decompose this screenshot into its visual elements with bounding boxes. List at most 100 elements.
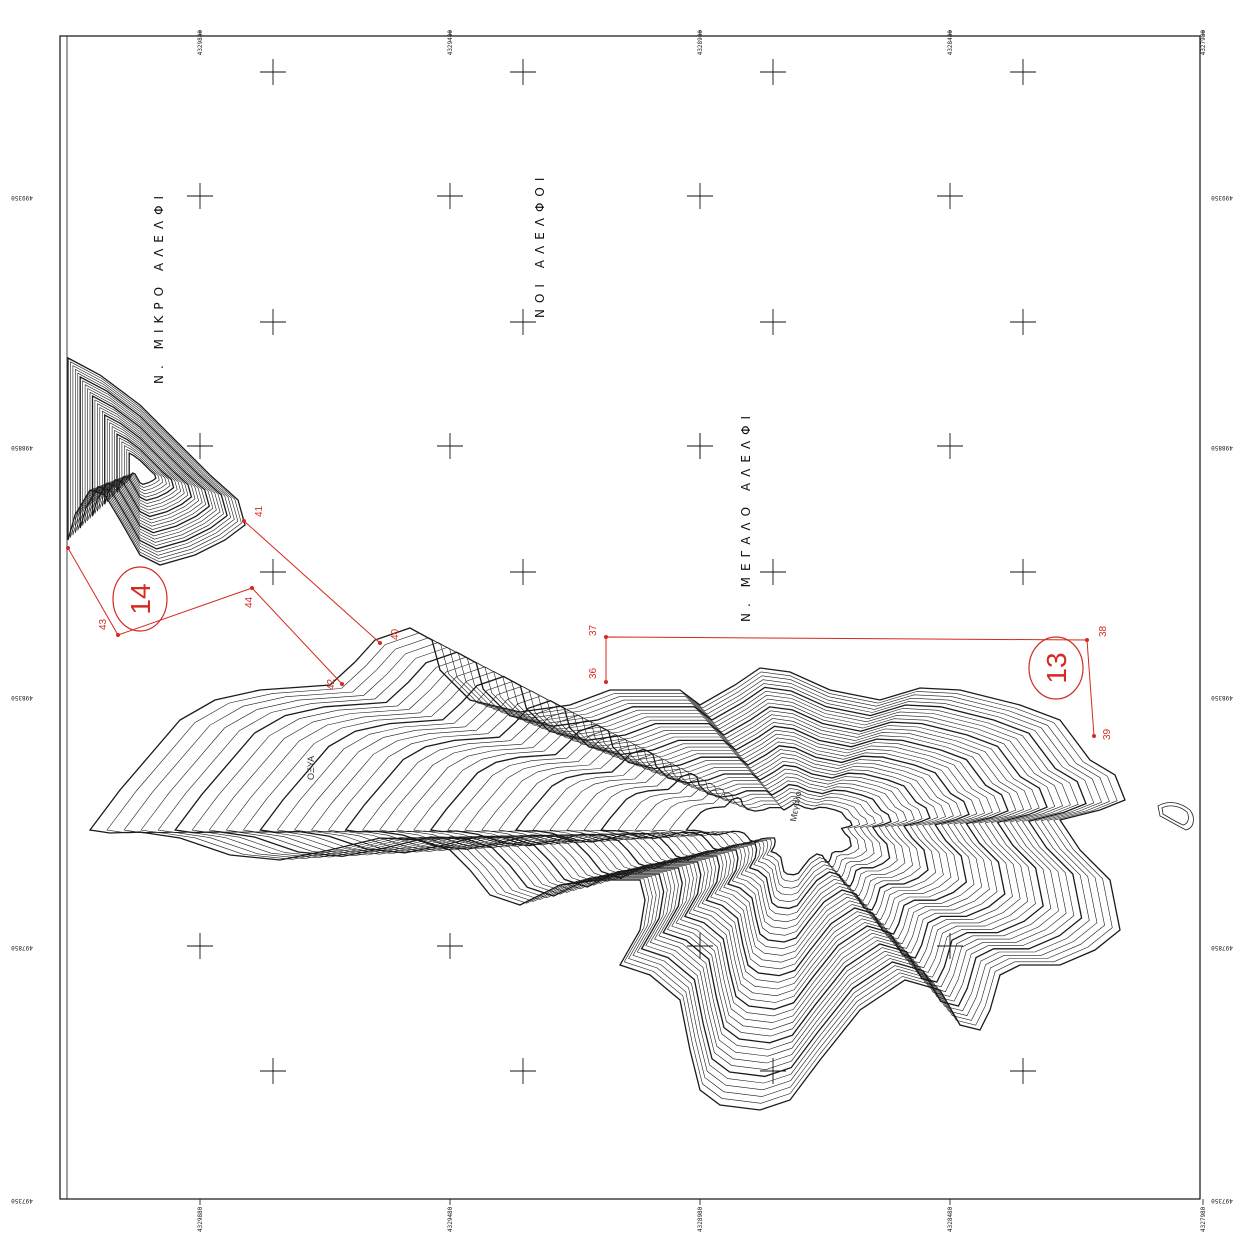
contour-line (106, 418, 189, 514)
contour-line (82, 380, 224, 546)
boundary-14-inner (243, 520, 381, 644)
contour-line (140, 642, 1102, 1091)
bottom-tick-label: 4327980 (1200, 1206, 1207, 1232)
contour-line (123, 637, 1110, 1097)
small-island-name: Ν. ΜΙΚΡΟ ΑΛΕΛΦΙ (152, 190, 166, 384)
bottom-tick-label: 4329480 (447, 1206, 454, 1232)
grid-cross (760, 59, 786, 85)
contour-line (106, 632, 1118, 1104)
grid-cross (187, 933, 213, 959)
map-frame-outer (59, 35, 1201, 1200)
point-39: 39 (1102, 728, 1113, 740)
point-37: 37 (588, 624, 599, 636)
bottom-tick-label: 4329880 (197, 1206, 204, 1232)
grid-cross (510, 1058, 536, 1084)
contour-line (498, 744, 939, 950)
contour-line (310, 690, 1024, 1023)
grid-cross (510, 559, 536, 585)
right-tick-label: 499350 (1211, 194, 1233, 201)
grid-cross (1010, 559, 1036, 585)
right-tick-label: 498850 (1211, 444, 1233, 451)
contour-line (128, 452, 157, 485)
contour-line (600, 772, 892, 910)
contour-line (362, 705, 1001, 1003)
contour-line (481, 739, 946, 956)
contour-line (514, 748, 931, 943)
zone-14-badge: 14 (112, 566, 168, 632)
grid-cross (260, 59, 286, 85)
zone-13-badge: 13 (1028, 636, 1084, 700)
left-tick-label: 498350 (11, 694, 33, 701)
contour-line (79, 375, 228, 550)
grid-cross (187, 183, 213, 209)
contour-line (464, 734, 954, 963)
grid-cross (187, 433, 213, 459)
grid-cross (1010, 59, 1036, 85)
right-tick-label: 497850 (1211, 944, 1233, 951)
contour-line (617, 777, 884, 903)
contour-line (668, 792, 861, 882)
contour-line (225, 666, 1063, 1057)
grid-cross (937, 183, 963, 209)
left-tick-label: 497350 (11, 1197, 33, 1204)
left-tick-label: 497850 (11, 944, 33, 951)
islet-right (1157, 802, 1194, 831)
contour-line (89, 391, 214, 537)
contour-line (191, 656, 1079, 1071)
contour-line (583, 768, 900, 916)
point-36: 36 (588, 667, 599, 679)
grid-cross (260, 1058, 286, 1084)
contour-line (70, 361, 242, 563)
top-tick-label: 4329480 (447, 30, 454, 56)
top-tick-label: 4328480 (947, 30, 954, 56)
top-tick-label: 4329880 (197, 30, 204, 56)
contour-line (121, 441, 167, 495)
contour-line (116, 433, 175, 502)
contour-line (84, 384, 221, 543)
point-40: 40 (390, 628, 401, 640)
boundary-vertices (66, 519, 1096, 738)
top-tick-label: 4327980 (1200, 30, 1207, 56)
peak-label-west: ΟΞΥΑ (306, 756, 316, 780)
zone-14-label: 14 (125, 583, 156, 614)
boundary-lines (67, 520, 1095, 737)
contour-line (293, 685, 1032, 1030)
grid-cross (510, 309, 536, 335)
point-41: 41 (254, 505, 265, 517)
contour-line (75, 368, 235, 556)
contour-line (91, 395, 211, 534)
grid-cross (510, 59, 536, 85)
contour-line (447, 729, 962, 970)
grid-cross (687, 933, 713, 959)
contour-line (114, 429, 178, 504)
contour-line (566, 763, 907, 923)
islands (67, 356, 1126, 1111)
bottom-tick-label: 4328980 (697, 1206, 704, 1232)
grid-cross (260, 309, 286, 335)
contour-line (242, 671, 1056, 1050)
contour-line (344, 699, 1009, 1010)
coordinate-ticks: 4329880 4329480 4328980 4328480 4327980 43298… (11, 30, 1233, 1232)
grid-cross (437, 933, 463, 959)
point-38: 38 (1098, 625, 1109, 637)
island-megalo-adelfi (88, 627, 1126, 1111)
contour-line (111, 426, 182, 508)
grid-cross (760, 309, 786, 335)
right-tick-label: 497350 (1211, 1197, 1233, 1204)
contour-line (88, 627, 1126, 1111)
contour-line (124, 445, 164, 492)
contour-line (102, 410, 196, 521)
grid-cross (760, 559, 786, 585)
boundary-14-outer (67, 547, 343, 685)
top-tick-label: 4328980 (697, 30, 704, 56)
left-tick-label: 498850 (11, 444, 33, 451)
contour-line (208, 661, 1071, 1064)
contour-line (94, 399, 207, 530)
grid-cross (1010, 1058, 1036, 1084)
contour-line (104, 414, 193, 518)
grid-cross (1010, 309, 1036, 335)
grid-cross (437, 183, 463, 209)
grid-cross (687, 433, 713, 459)
point-43: 43 (98, 618, 109, 630)
